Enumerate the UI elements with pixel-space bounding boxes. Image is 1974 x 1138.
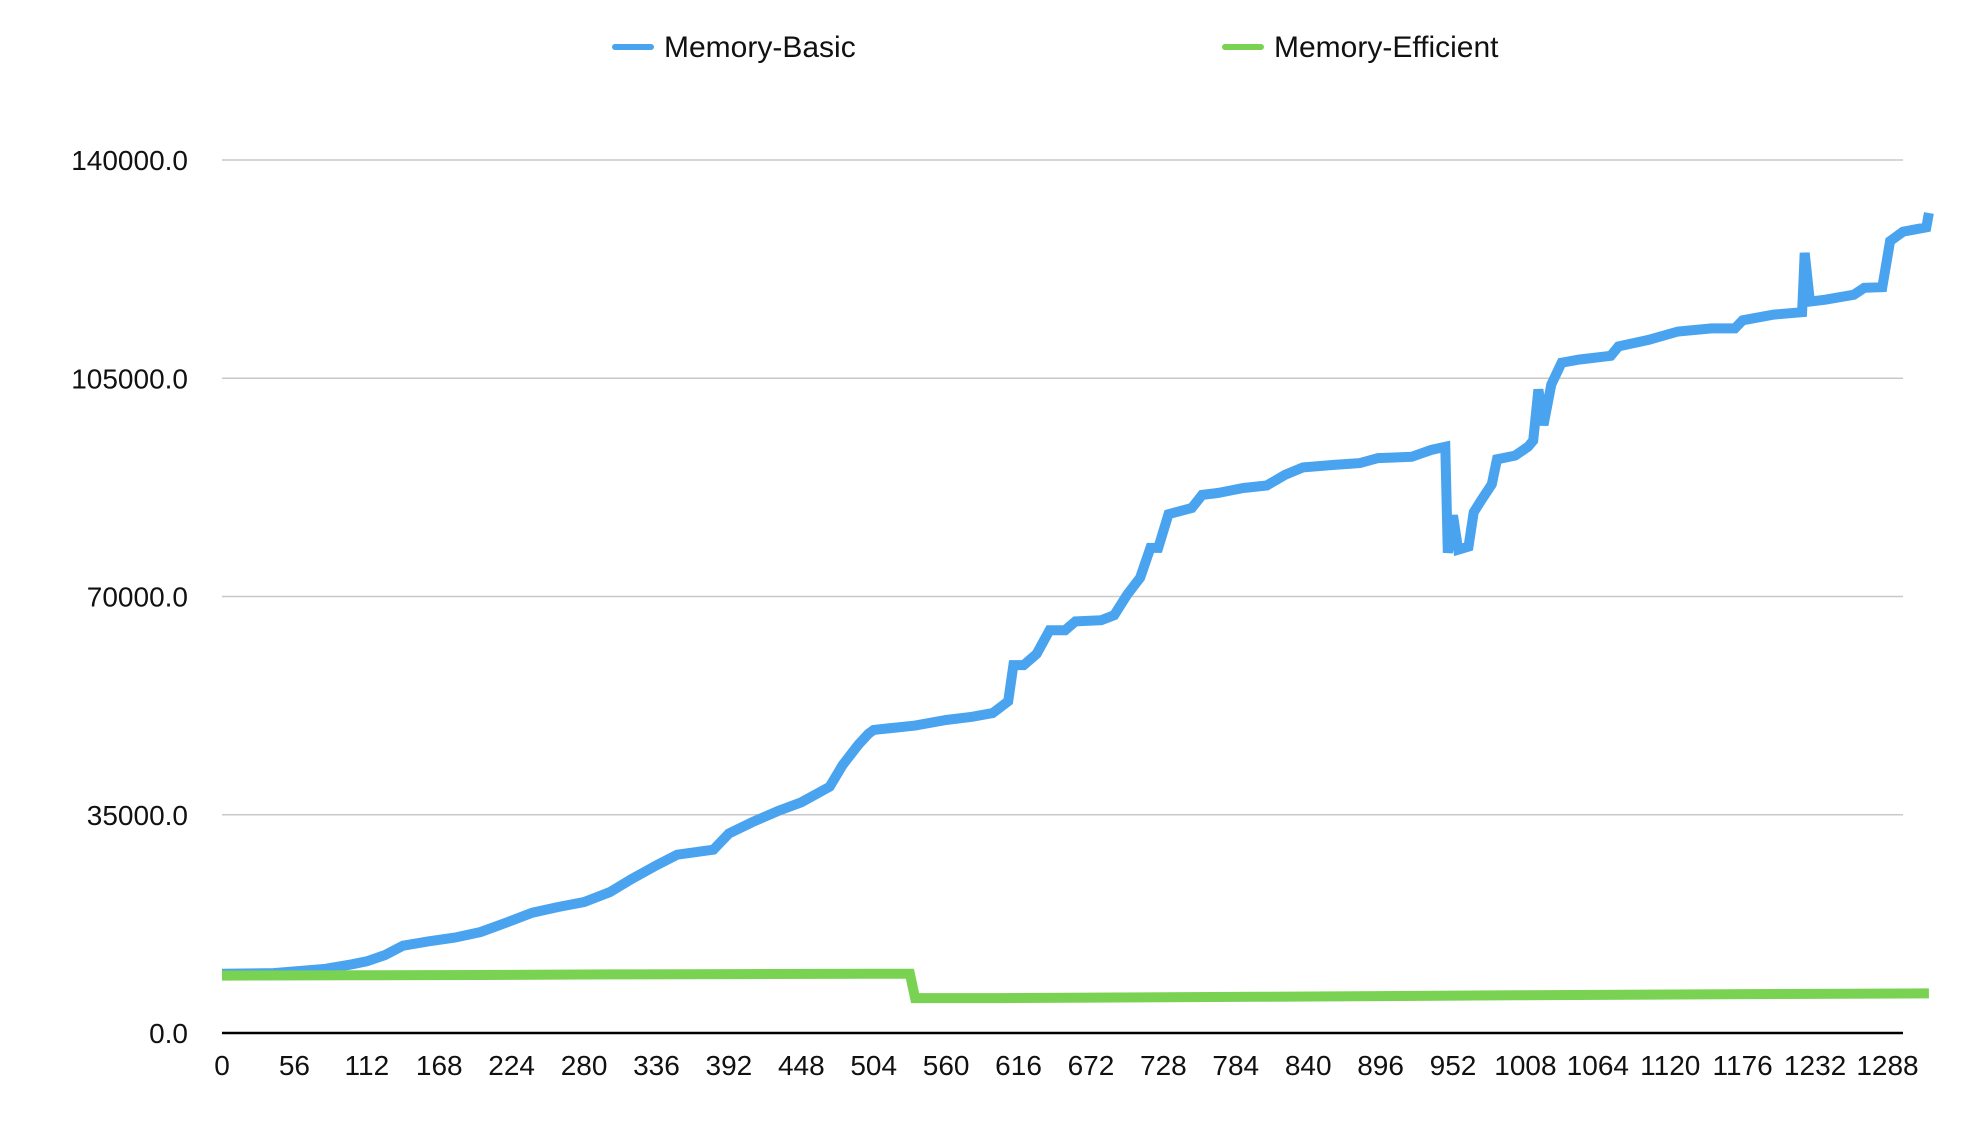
x-tick-label: 560 bbox=[923, 1050, 970, 1081]
gridlines bbox=[222, 159, 1903, 816]
x-tick-label: 112 bbox=[345, 1050, 390, 1081]
x-tick-label: 56 bbox=[279, 1050, 310, 1081]
x-tick-label: 1288 bbox=[1856, 1050, 1918, 1081]
x-tick-label: 224 bbox=[488, 1050, 535, 1081]
legend-item-memory-efficient: Memory-Efficient bbox=[1222, 31, 1499, 64]
x-tick-label: 280 bbox=[561, 1050, 608, 1081]
y-tick-label: 70000.0 bbox=[87, 582, 188, 613]
x-axis-tick-labels: 0 56 112 168 224 280 336 392 448 504 560 616 672 728 7… bbox=[214, 1050, 1918, 1081]
y-tick-label: 35000.0 bbox=[87, 800, 188, 831]
series-lines bbox=[221, 212, 1934, 1004]
x-tick-label: 672 bbox=[1068, 1050, 1115, 1081]
x-tick-label: 784 bbox=[1212, 1050, 1259, 1081]
x-tick-label: 728 bbox=[1140, 1050, 1187, 1081]
x-tick-label: 952 bbox=[1430, 1050, 1477, 1081]
x-tick-label: 1064 bbox=[1567, 1050, 1629, 1081]
x-tick-label: 0 bbox=[214, 1050, 230, 1081]
x-tick-label: 1008 bbox=[1494, 1050, 1556, 1081]
x-tick-label: 168 bbox=[416, 1050, 463, 1081]
legend-item-memory-basic: Memory-Basic bbox=[612, 31, 856, 64]
y-tick-label: 0.0 bbox=[149, 1018, 188, 1049]
x-tick-label: 840 bbox=[1285, 1050, 1332, 1081]
series-line-memory-efficient bbox=[221, 968, 1929, 1004]
x-tick-label: 1232 bbox=[1784, 1050, 1846, 1081]
legend-label-memory-basic: Memory-Basic bbox=[664, 31, 856, 64]
x-tick-label: 616 bbox=[995, 1050, 1042, 1081]
x-tick-label: 896 bbox=[1357, 1050, 1404, 1081]
y-axis-tick-labels: 0.0 35000.0 70000.0 105000.0 140000.0 bbox=[71, 145, 188, 1049]
x-tick-label: 1120 bbox=[1640, 1050, 1700, 1081]
x-tick-label: 336 bbox=[633, 1050, 680, 1081]
y-tick-label: 140000.0 bbox=[71, 145, 188, 176]
x-tick-label: 448 bbox=[778, 1050, 825, 1081]
legend: Memory-Basic Memory-Efficient bbox=[612, 31, 1499, 64]
series-line-memory-basic bbox=[221, 212, 1934, 979]
x-tick-label: 504 bbox=[850, 1050, 897, 1081]
legend-label-memory-efficient: Memory-Efficient bbox=[1274, 31, 1499, 64]
x-tick-label: 1176 bbox=[1713, 1050, 1773, 1081]
y-tick-label: 105000.0 bbox=[71, 363, 188, 394]
x-tick-label: 392 bbox=[706, 1050, 753, 1081]
